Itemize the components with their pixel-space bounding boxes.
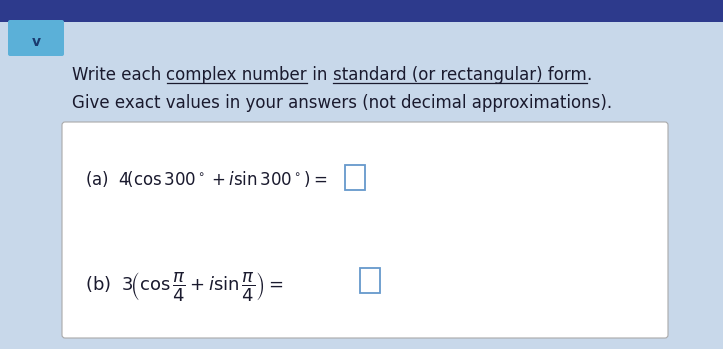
Text: (a)  $4\!\left(\cos 300^\circ + i\sin 300^\circ\right) = $: (a) $4\!\left(\cos 300^\circ + i\sin 300…	[85, 169, 328, 189]
FancyBboxPatch shape	[8, 20, 64, 56]
Text: Write each: Write each	[72, 66, 166, 84]
Text: complex number: complex number	[166, 66, 307, 84]
Text: (b)  $3\!\left(\cos\dfrac{\pi}{4} + i\sin\dfrac{\pi}{4}\right) = $: (b) $3\!\left(\cos\dfrac{\pi}{4} + i\sin…	[85, 270, 283, 303]
Text: in: in	[307, 66, 333, 84]
FancyBboxPatch shape	[345, 165, 365, 190]
FancyBboxPatch shape	[62, 122, 668, 338]
Text: v: v	[32, 35, 40, 49]
FancyBboxPatch shape	[360, 268, 380, 293]
Text: .: .	[586, 66, 591, 84]
Bar	[0, 0, 723, 22]
Text: standard (or rectangular) form: standard (or rectangular) form	[333, 66, 586, 84]
Text: Give exact values in your answers (not decimal approximations).: Give exact values in your answers (not d…	[72, 94, 612, 112]
